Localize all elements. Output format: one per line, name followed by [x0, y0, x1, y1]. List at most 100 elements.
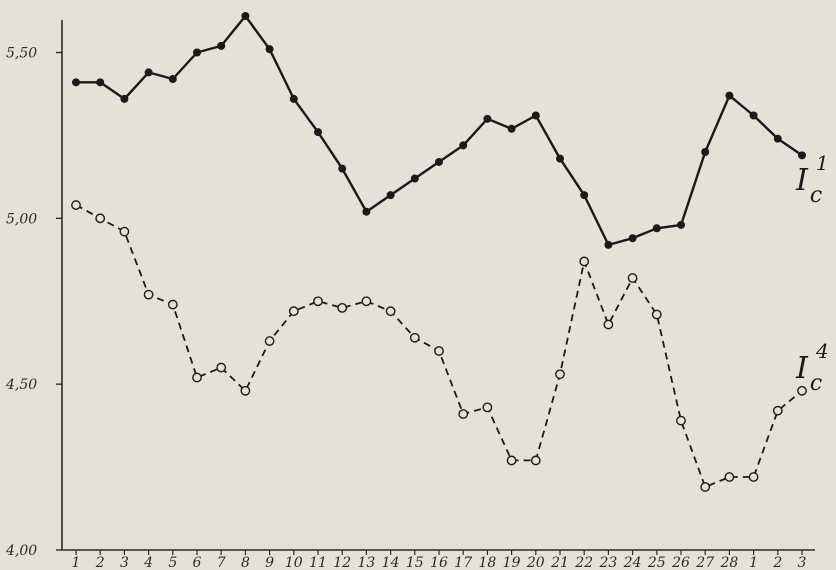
x-tick-label: 21 — [550, 555, 569, 570]
series-line — [76, 14, 803, 247]
data-point — [556, 154, 564, 163]
series-1 — [72, 12, 806, 249]
data-point — [95, 213, 106, 224]
x-tick-label: 3 — [120, 555, 129, 570]
x-tick-label: 1 — [72, 555, 81, 570]
data-point — [144, 68, 153, 77]
x-tick-label: 10 — [285, 555, 303, 570]
data-point — [289, 94, 298, 103]
x-tick-label: 16 — [430, 555, 448, 570]
series-label: Ic — [795, 163, 822, 208]
data-point — [628, 234, 637, 243]
data-point — [217, 41, 226, 50]
data-point — [410, 174, 419, 183]
data-point — [72, 78, 80, 87]
data-point — [409, 332, 420, 343]
x-tick-label: 6 — [193, 555, 202, 570]
x-tick-label: 9 — [265, 555, 274, 570]
data-point — [700, 482, 711, 492]
data-point — [167, 299, 178, 310]
data-point — [119, 226, 130, 237]
x-tick-label: 13 — [357, 555, 375, 570]
x-tick-label: 3 — [798, 555, 807, 570]
data-point — [338, 164, 347, 173]
x-tick-label: 1 — [749, 555, 758, 570]
data-point — [264, 336, 275, 346]
data-point — [241, 12, 250, 21]
series-label-superscript: 1 — [816, 151, 829, 175]
x-tick-label: 4 — [143, 555, 153, 570]
data-point — [386, 191, 395, 200]
data-point — [530, 455, 541, 466]
data-point — [725, 91, 734, 100]
data-point — [71, 200, 81, 210]
data-point — [337, 302, 348, 313]
data-point — [651, 309, 662, 320]
data-point — [143, 289, 154, 300]
data-point — [216, 362, 227, 373]
data-point — [555, 369, 565, 380]
data-point — [168, 75, 177, 84]
data-point — [435, 157, 443, 166]
series-label-superscript: 4 — [815, 339, 829, 363]
series-line — [75, 204, 803, 488]
y-tick-label: 5,00 — [6, 211, 37, 227]
x-tick-label: 24 — [623, 555, 642, 570]
x-tick-label: 2 — [772, 555, 782, 570]
data-point — [531, 111, 540, 120]
data-point — [677, 220, 685, 229]
y-tick-label: 4,00 — [5, 543, 37, 559]
data-point — [749, 111, 758, 120]
x-tick-label: 18 — [478, 555, 496, 570]
y-tick-label: 5,50 — [6, 45, 37, 61]
data-point — [701, 147, 710, 156]
data-point — [313, 296, 323, 307]
y-tick-label: 4,50 — [5, 377, 37, 393]
data-point — [120, 94, 129, 103]
data-point — [288, 306, 299, 317]
data-point — [385, 306, 396, 317]
data-point — [507, 124, 516, 133]
x-tick-label: 15 — [406, 555, 424, 570]
x-tick-label: 5 — [168, 555, 177, 570]
x-tick-label: 2 — [95, 555, 105, 570]
x-tick-label: 7 — [217, 555, 226, 570]
data-point — [772, 405, 783, 416]
data-point — [240, 385, 251, 396]
data-point — [579, 256, 590, 267]
x-tick-label: 22 — [574, 555, 593, 570]
data-point — [265, 45, 274, 54]
x-tick-label: 8 — [241, 555, 250, 570]
x-tick-label: 27 — [695, 555, 714, 570]
data-point — [459, 141, 468, 150]
data-point — [434, 346, 444, 356]
x-tick-label: 19 — [503, 555, 521, 570]
data-point — [192, 372, 202, 383]
data-point — [676, 415, 686, 426]
data-point — [773, 134, 782, 143]
data-point — [506, 455, 517, 466]
data-point — [96, 78, 105, 87]
series-label: Ic — [795, 351, 822, 396]
data-point — [458, 409, 469, 419]
x-tick-label: 25 — [647, 555, 666, 570]
x-tick-label: 14 — [382, 555, 400, 570]
data-point — [627, 273, 638, 283]
data-point — [798, 151, 806, 160]
x-tick-label: 20 — [526, 555, 545, 570]
data-point — [482, 402, 493, 413]
series-2 — [71, 200, 807, 492]
x-tick-label: 28 — [719, 555, 738, 570]
x-tick-label: 26 — [671, 555, 690, 570]
x-tick-label: 23 — [598, 555, 617, 570]
data-point — [748, 472, 759, 482]
x-tick-label: 17 — [454, 555, 472, 570]
data-point — [724, 472, 735, 482]
data-point — [362, 207, 371, 216]
data-point — [652, 224, 661, 233]
data-point — [604, 240, 613, 249]
data-point — [603, 319, 614, 330]
data-point — [483, 114, 492, 123]
